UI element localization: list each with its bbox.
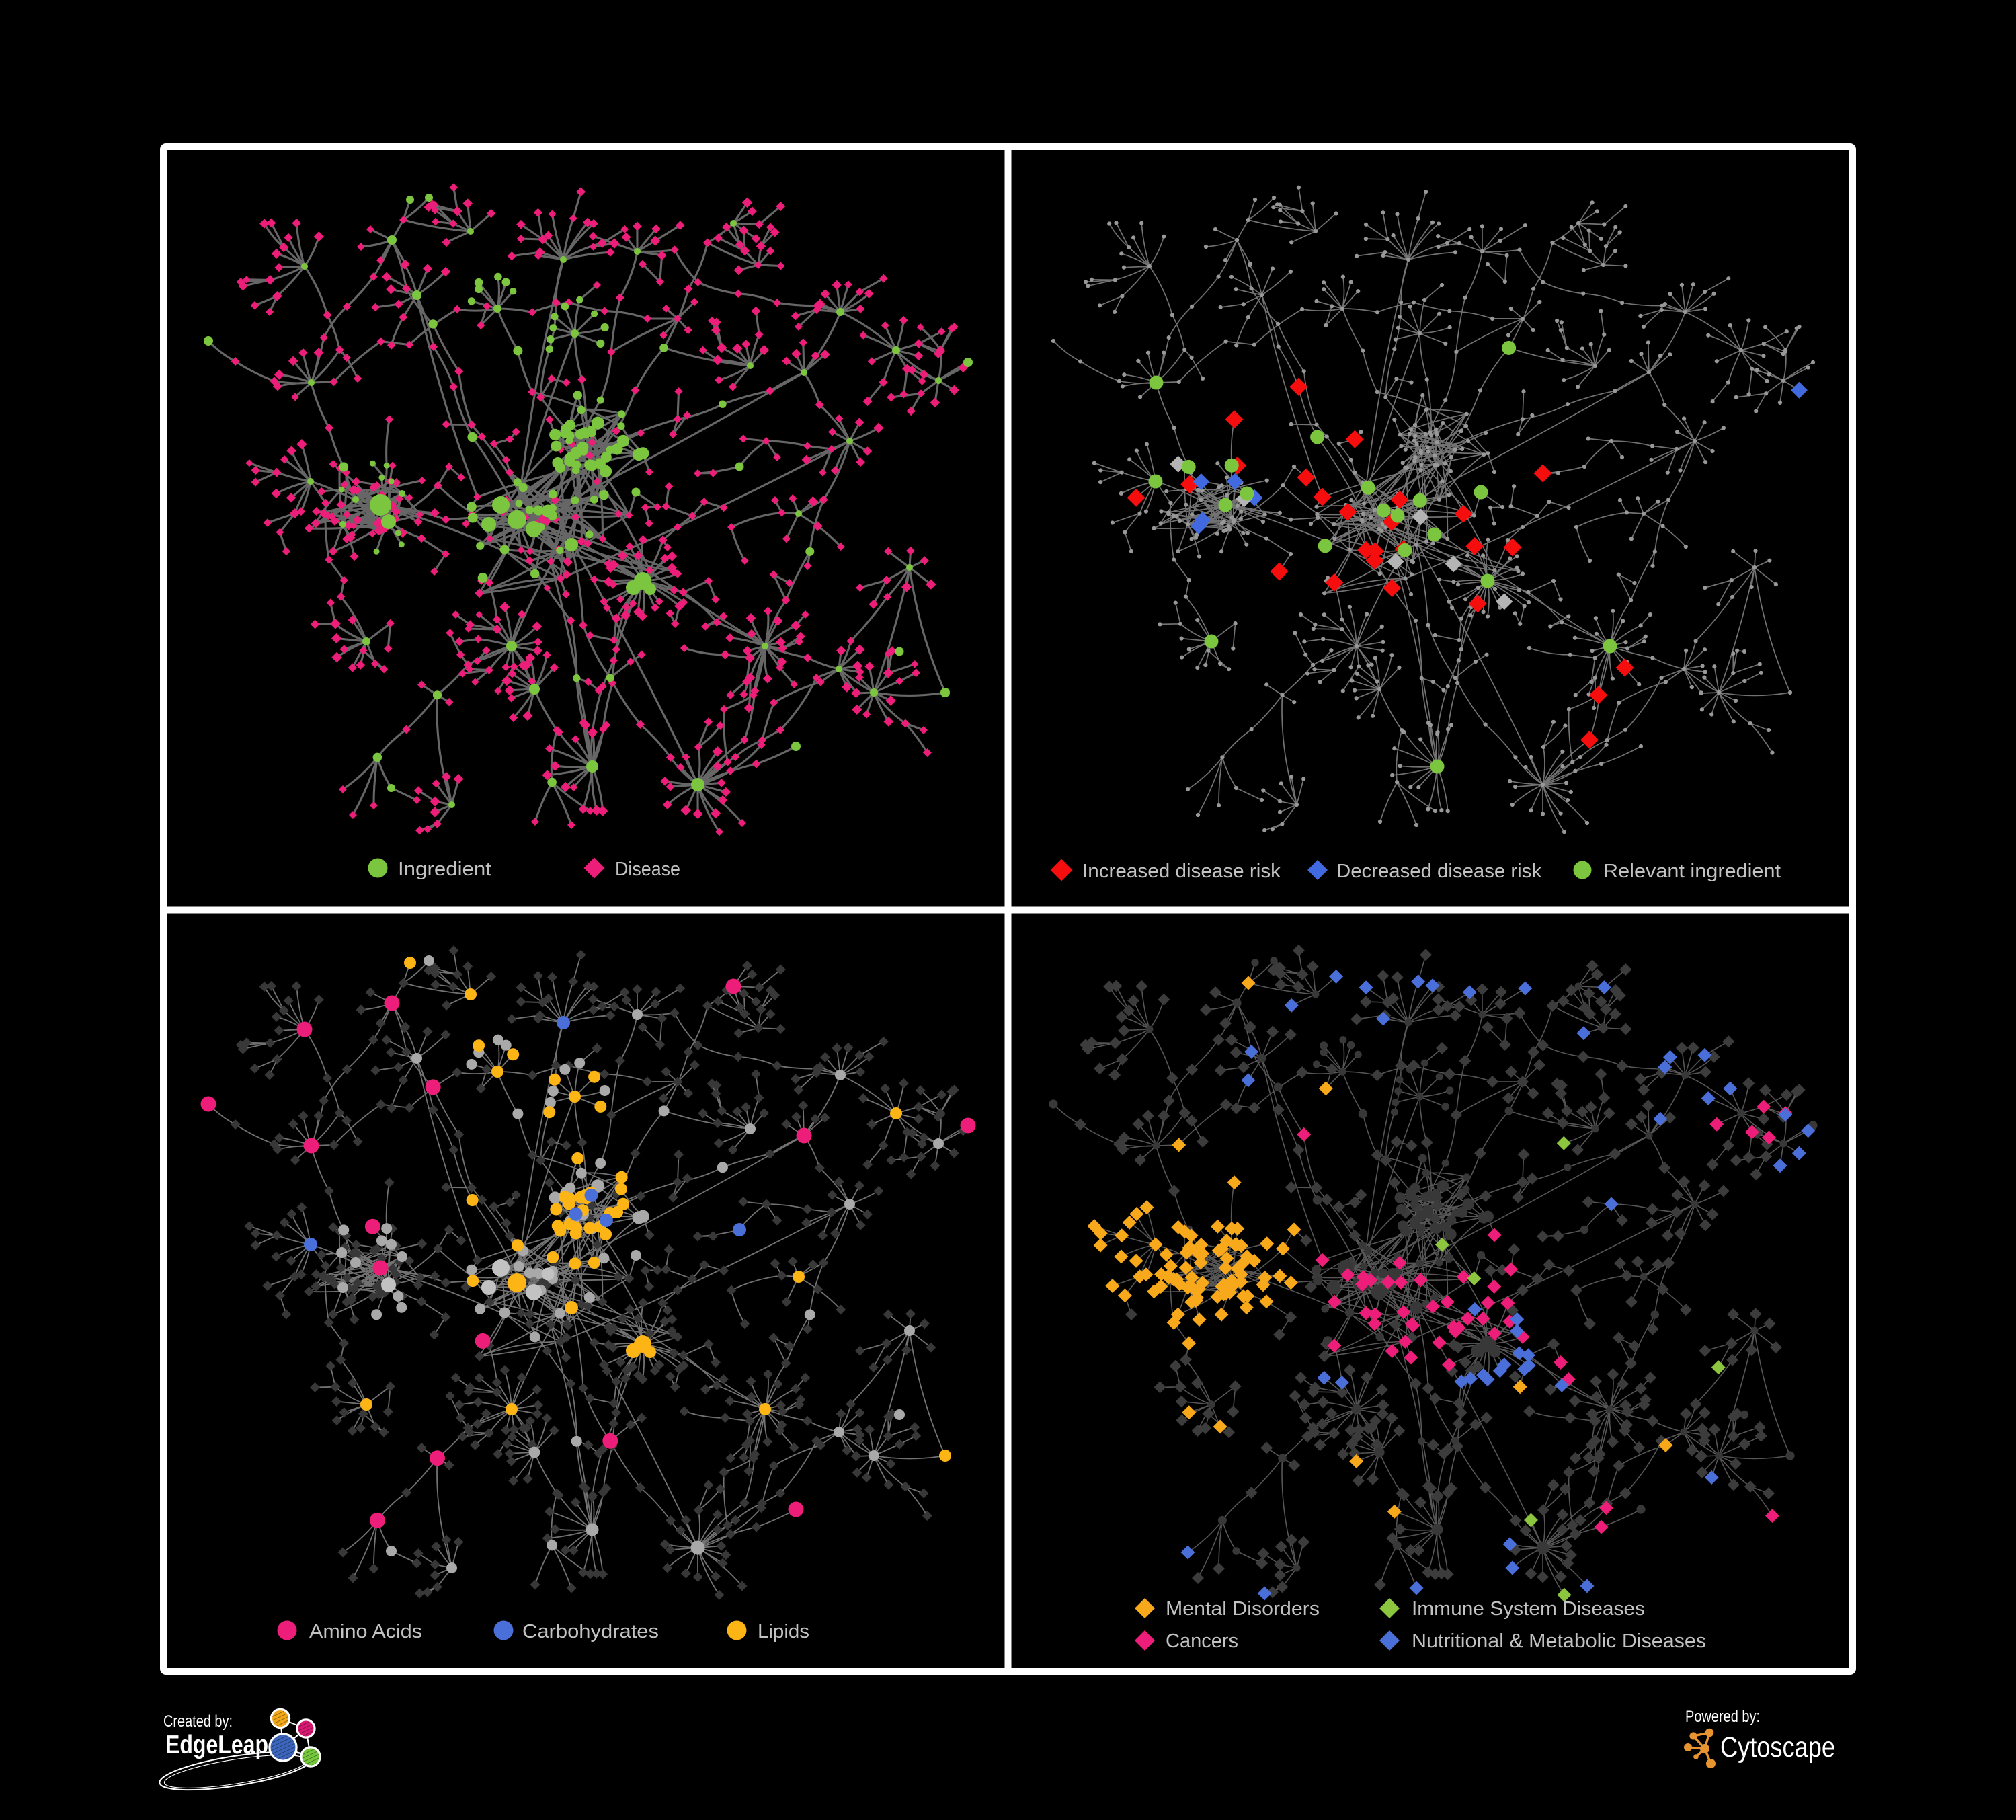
svg-text:Increased disease risk: Increased disease risk — [1082, 861, 1281, 882]
svg-text:Decreased disease risk: Decreased disease risk — [1336, 861, 1541, 882]
svg-text:Disease: Disease — [615, 859, 680, 880]
svg-text:Amino Acids: Amino Acids — [309, 1621, 422, 1643]
svg-text:Created by:: Created by: — [163, 1712, 233, 1731]
svg-text:EdgeLeap: EdgeLeap — [165, 1731, 268, 1759]
svg-text:Ingredient: Ingredient — [398, 859, 491, 880]
svg-text:Cancers: Cancers — [1166, 1630, 1238, 1652]
svg-text:Carbohydrates: Carbohydrates — [522, 1621, 659, 1643]
svg-text:Mental Disorders: Mental Disorders — [1166, 1598, 1320, 1620]
svg-text:Nutritional & Metabolic Diseas: Nutritional & Metabolic Diseases — [1412, 1630, 1706, 1652]
svg-text:Immune System Diseases: Immune System Diseases — [1412, 1598, 1645, 1620]
svg-text:Relevant ingredient: Relevant ingredient — [1603, 861, 1781, 882]
svg-text:Cytoscape: Cytoscape — [1720, 1731, 1835, 1764]
svg-text:Lipids: Lipids — [758, 1621, 809, 1643]
svg-text:Powered by:: Powered by: — [1685, 1708, 1760, 1726]
